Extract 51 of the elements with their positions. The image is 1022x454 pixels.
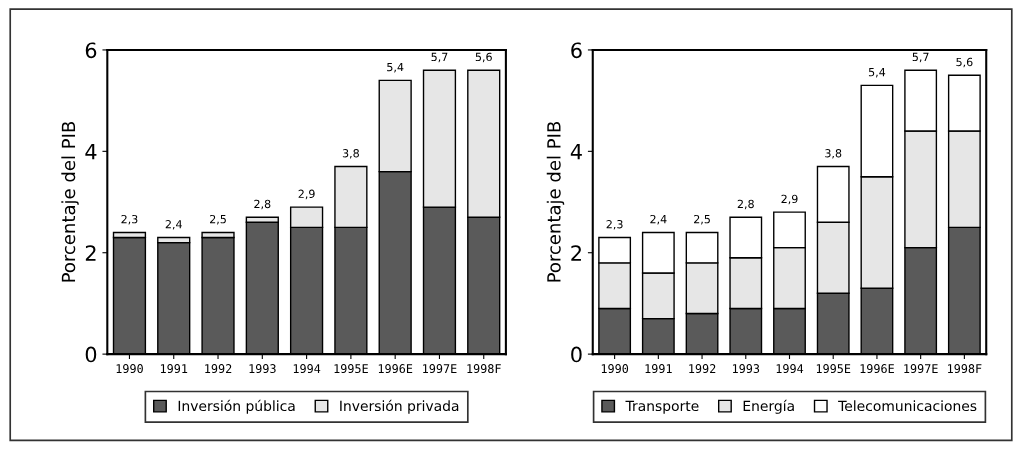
x-tick-label: 1996E: [378, 364, 413, 374]
legend-label: Energía: [743, 399, 794, 414]
x-tick-label: 1991: [645, 364, 672, 374]
x-tick-label: 1996E: [860, 364, 894, 374]
x-tick-label: 1993: [249, 364, 276, 374]
total-label: 5,7: [431, 52, 448, 63]
y-tick-label: 6: [571, 42, 582, 59]
total-label: 2,4: [165, 220, 182, 230]
total-label: 5,7: [912, 52, 929, 63]
legend-label: Telecomunicaciones: [838, 400, 977, 412]
total-label: 2,3: [606, 220, 623, 230]
total-label: 5,4: [868, 68, 886, 78]
total-label: 5,6: [956, 57, 973, 68]
x-tick-label: 1994: [776, 364, 804, 374]
y-tick-label: 0: [571, 346, 582, 363]
x-tick-label: 1998F: [467, 364, 501, 374]
x-tick-label: 1992: [205, 364, 232, 374]
x-tick-label: 1993: [732, 364, 760, 374]
x-tick-label: 1997E: [423, 364, 457, 374]
total-label: 2,3: [121, 214, 138, 225]
total-label: 2,4: [650, 214, 667, 225]
legend-label: Transporte: [625, 400, 699, 414]
y-tick-label: 0: [85, 346, 97, 363]
x-tick-label: 1991: [160, 364, 188, 374]
x-tick-label: 1992: [689, 364, 716, 374]
total-label: 2,5: [694, 214, 710, 225]
x-tick-label: 1995E: [816, 364, 851, 374]
total-label: 5,6: [475, 52, 492, 63]
total-label: 2,9: [298, 189, 315, 200]
y-tick-label: 2: [85, 245, 96, 261]
x-tick-label: 1990: [116, 364, 143, 374]
legend-label: Inversión pública: [178, 399, 295, 414]
total-label: 5,4: [387, 63, 404, 73]
x-tick-label: 1998F: [948, 364, 982, 374]
y-tick-label: 6: [85, 42, 97, 59]
y-axis-title: Porcentaje del PIB: [61, 121, 79, 282]
x-tick-label: 1990: [601, 364, 629, 374]
y-tick-label: 4: [85, 144, 97, 160]
total-label: 2,8: [737, 199, 754, 210]
x-tick-label: 1994: [293, 364, 321, 374]
total-label: 3,8: [825, 149, 842, 159]
y-tick-label: 4: [570, 144, 582, 160]
x-tick-label: 1995E: [334, 364, 368, 374]
y-tick-label: 2: [571, 245, 581, 261]
legend-label: Inversión privada: [340, 399, 459, 414]
x-tick-label: 1997E: [904, 364, 938, 374]
y-axis-title: Porcentaje del PIB: [546, 121, 565, 282]
total-label: 2,9: [781, 194, 798, 205]
total-label: 2,5: [210, 214, 226, 225]
total-label: 2,8: [254, 199, 271, 210]
total-label: 3,8: [342, 149, 359, 159]
